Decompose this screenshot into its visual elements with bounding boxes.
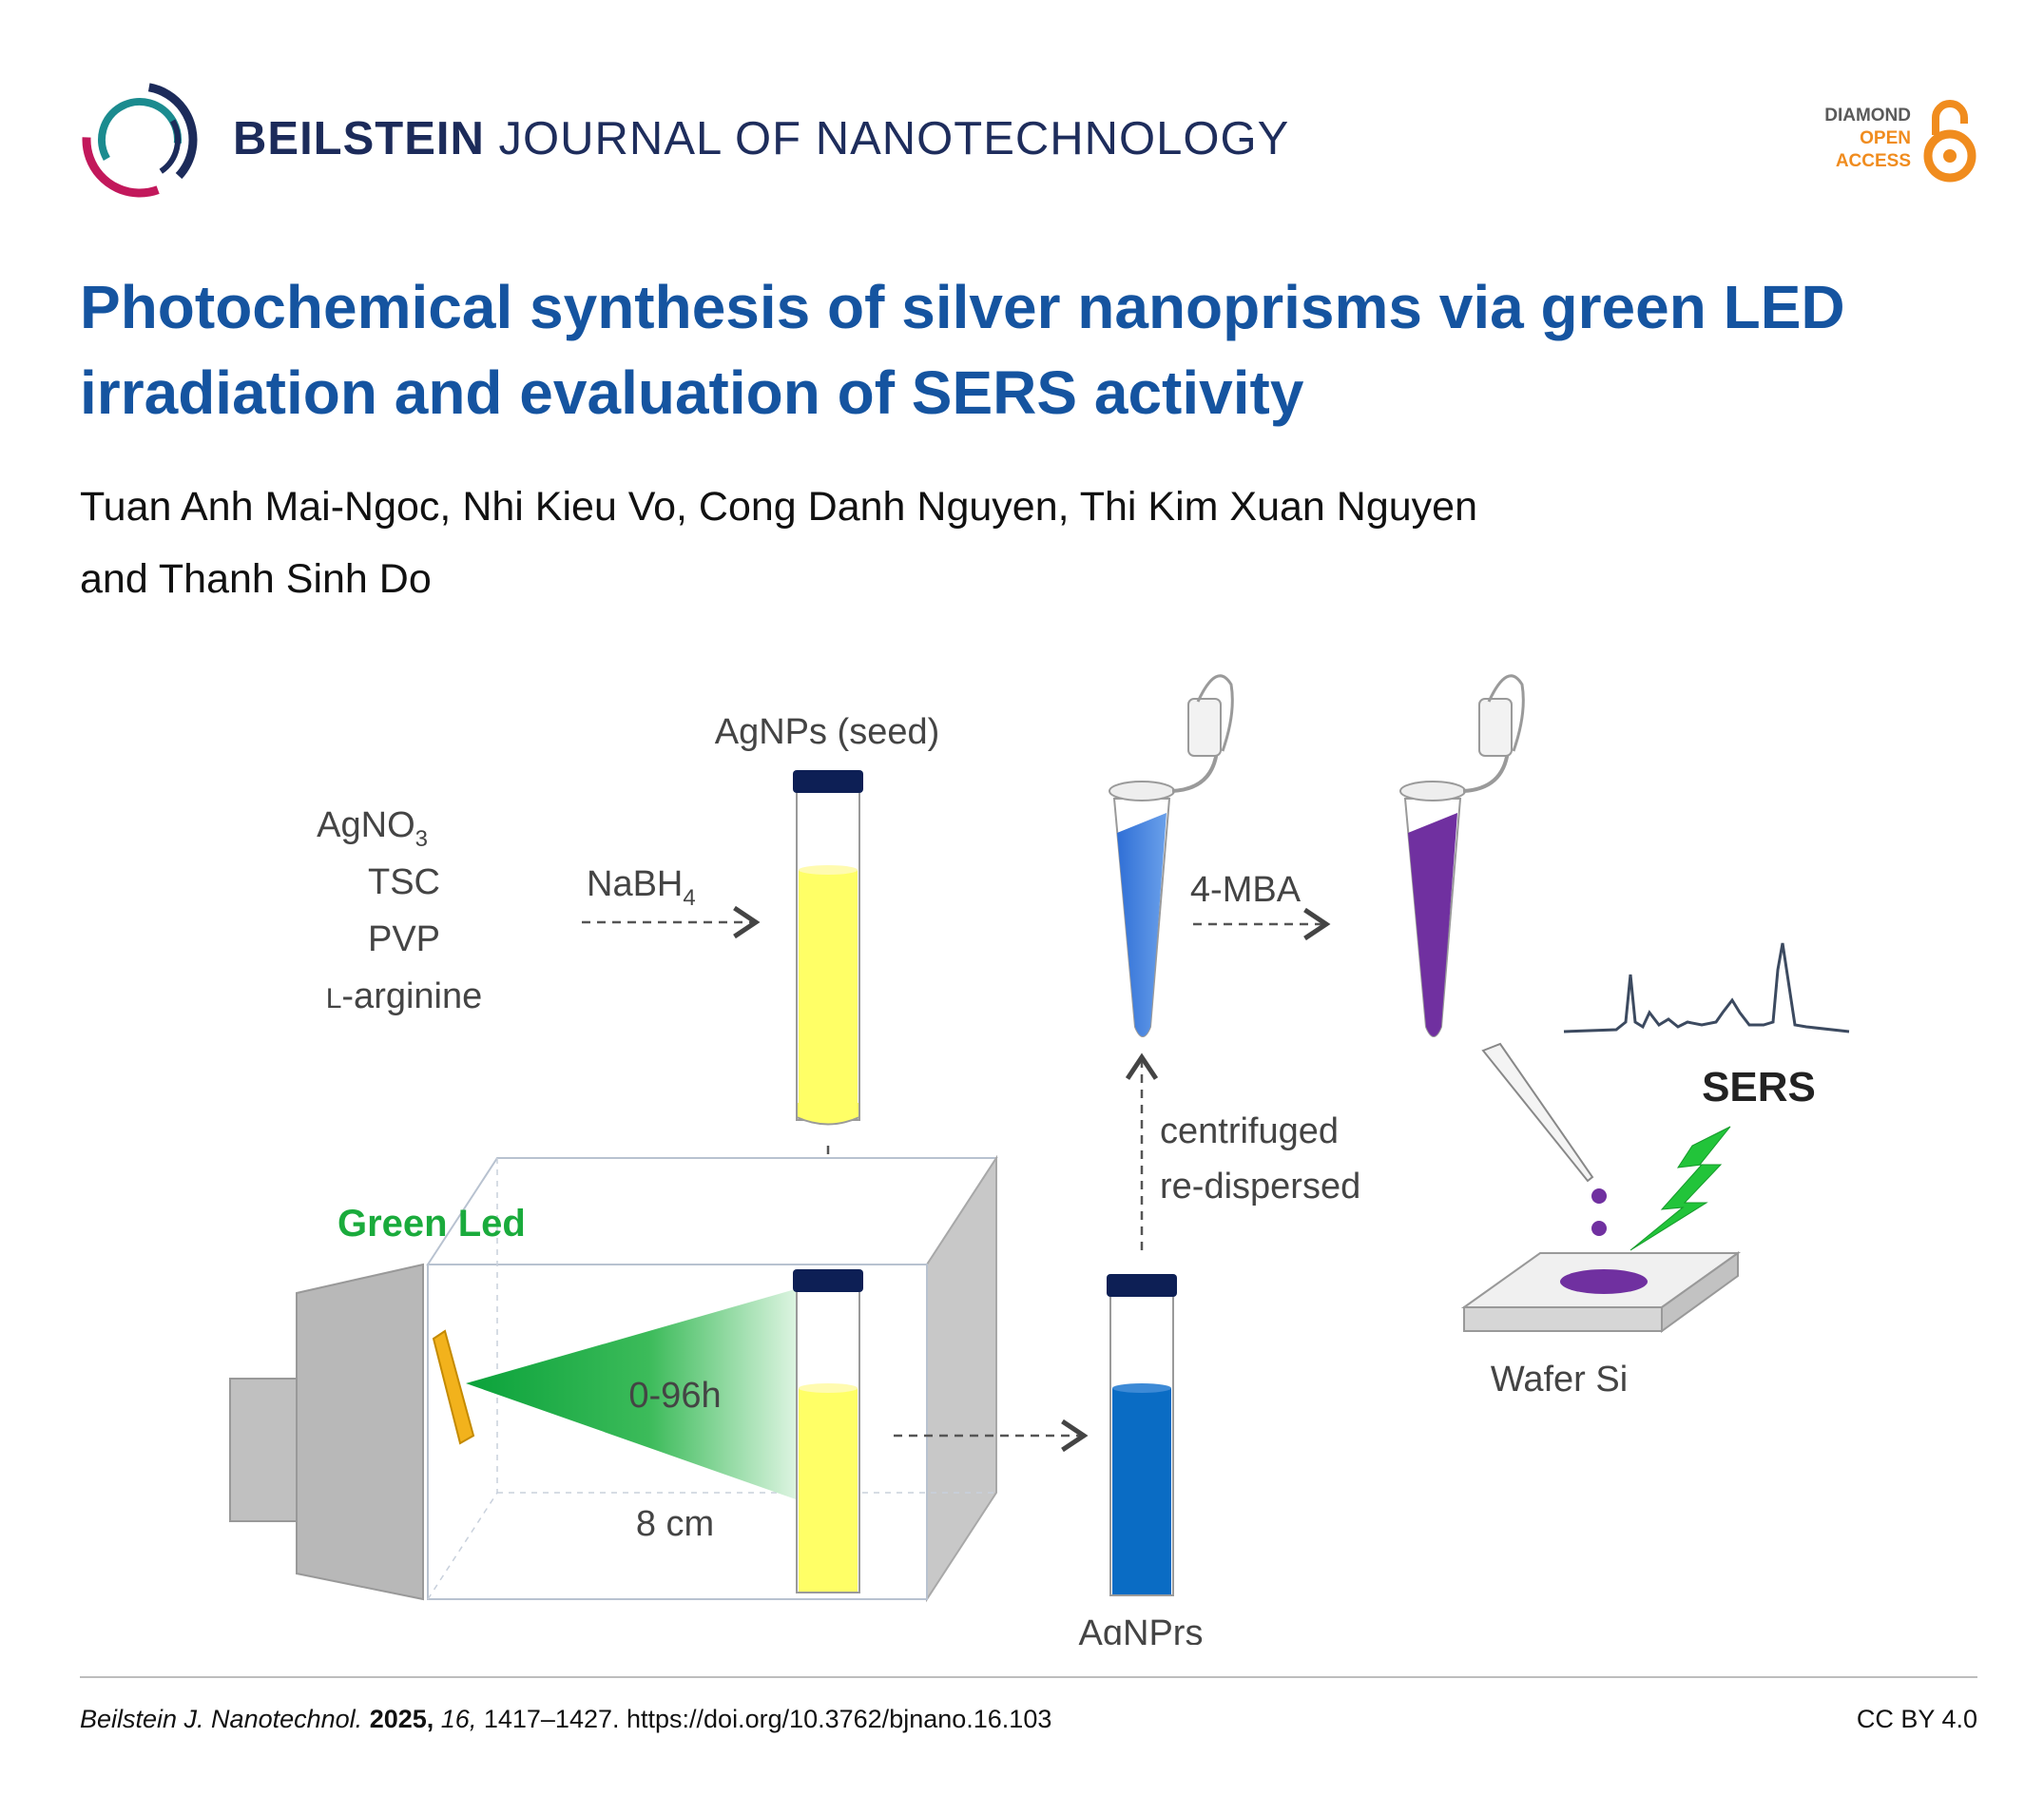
- reaction-tube: [793, 1269, 863, 1593]
- reagent-agno3: AgNO3: [317, 805, 428, 852]
- reagent-arginine: L-arginine: [326, 976, 483, 1016]
- seed-tube: [793, 770, 863, 1126]
- product-label: AgNPrs: [1079, 1613, 1204, 1645]
- citation-year: 2025,: [369, 1705, 434, 1733]
- sers-spectrum: [1563, 942, 1850, 1033]
- authors-line-2: and Thanh Sinh Do: [80, 556, 432, 602]
- seed-label: AgNPs (seed): [715, 712, 940, 752]
- ligand-label: 4-MBA: [1190, 870, 1302, 910]
- green-led-lamp: [229, 1263, 475, 1601]
- open-access-lock-icon: [1923, 100, 1977, 183]
- reducer-nabh4: NaBH4: [587, 864, 696, 911]
- redispersed-label: re-dispersed: [1160, 1167, 1360, 1207]
- journal-name-bold: BEILSTEIN: [233, 113, 485, 164]
- pipette-tip: [1481, 1042, 1594, 1183]
- oa-diamond: DIAMOND: [1824, 106, 1911, 126]
- reagent-tsc: TSC: [368, 862, 440, 902]
- laser-bolt-icon: [1629, 1126, 1731, 1251]
- journal-name-rest: JOURNAL OF NANOTECHNOLOGY: [498, 113, 1290, 164]
- reaction-box: [426, 1154, 998, 1603]
- footer-divider: [80, 1676, 1977, 1678]
- journal-header: BEILSTEIN JOURNAL OF NANOTECHNOLOGY DIAM…: [0, 0, 2044, 228]
- droplet-2: [1591, 1221, 1607, 1236]
- eppendorf-tube-purple: [1399, 674, 1525, 1037]
- time-label: 0-96h: [628, 1376, 721, 1416]
- oa-access: ACCESS: [1835, 151, 1911, 171]
- sers-label: SERS: [1702, 1064, 1816, 1110]
- centrifuged-label: centrifuged: [1160, 1111, 1339, 1151]
- article-title: Photochemical synthesis of silver nanopr…: [80, 273, 1845, 427]
- license-label: CC BY 4.0: [1856, 1705, 1977, 1733]
- led-label: Green Led: [337, 1203, 526, 1245]
- citation-doi-link[interactable]: 1417–1427. https://doi.org/10.3762/bjnan…: [483, 1705, 1052, 1733]
- open-access-label: DIAMOND OPEN ACCESS: [1787, 105, 1911, 173]
- journal-name: BEILSTEIN JOURNAL OF NANOTECHNOLOGY: [233, 112, 1289, 165]
- product-tube: [1107, 1274, 1177, 1596]
- distance-label: 8 cm: [636, 1504, 714, 1544]
- silicon-wafer: [1460, 1251, 1742, 1333]
- citation: Beilstein J. Nanotechnol. 2025, 16, 1417…: [80, 1705, 1051, 1734]
- eppendorf-tube-blue: [1109, 674, 1234, 1037]
- reagent-pvp: PVP: [368, 919, 440, 959]
- green-light-beam: [466, 1288, 799, 1500]
- journal-abbrev: Beilstein J. Nanotechnol.: [80, 1705, 363, 1733]
- citation-volume: 16,: [440, 1705, 477, 1733]
- graphical-abstract: AgNO3 TSC PVP L-arginine NaBH4 AgNPs (se…: [229, 674, 1850, 1645]
- article-authors: Tuan Anh Mai-Ngoc, Nhi Kieu Vo, Cong Dan…: [80, 471, 1886, 615]
- journal-logo-icon: [82, 82, 198, 198]
- authors-line-1: Tuan Anh Mai-Ngoc, Nhi Kieu Vo, Cong Dan…: [80, 484, 1477, 530]
- wafer-label: Wafer Si: [1491, 1360, 1628, 1400]
- droplet-1: [1591, 1188, 1607, 1204]
- oa-open: OPEN: [1860, 128, 1911, 148]
